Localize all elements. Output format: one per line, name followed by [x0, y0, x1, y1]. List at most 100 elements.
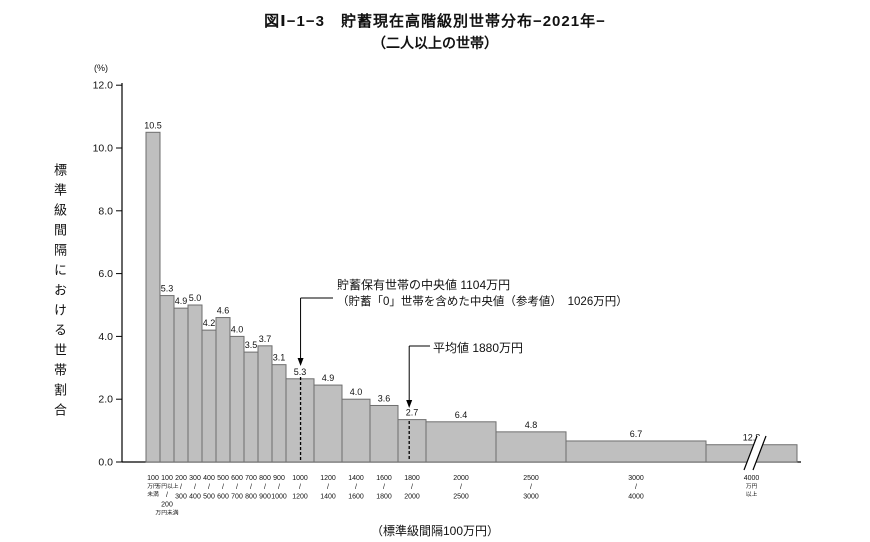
- x-tick-label: 300: [175, 493, 187, 500]
- x-tick-label: /: [299, 484, 301, 491]
- bar: [243, 351, 259, 463]
- x-tick-label: 800: [259, 475, 271, 482]
- x-tick-label: /: [383, 484, 385, 491]
- x-axis-note: （標準級間隔100万円）: [370, 524, 500, 538]
- bar-value-label: 4.9: [175, 296, 188, 306]
- x-tick-label: 万円未満: [155, 508, 178, 516]
- x-tick-label: 4000: [628, 493, 644, 500]
- x-tick-label: /: [222, 484, 224, 491]
- x-tick-label: 500: [203, 493, 215, 500]
- y-axis-unit-label: (%): [94, 63, 108, 73]
- x-tick-label: 1800: [404, 475, 420, 482]
- x-tick-label: 900: [273, 475, 285, 482]
- bar-value-label: 4.0: [231, 324, 244, 334]
- x-tick-label: 1000: [271, 493, 287, 500]
- bar: [173, 307, 189, 463]
- bar: [215, 317, 231, 463]
- x-tick-label: /: [208, 484, 210, 491]
- x-tick-label: 万円以上: [155, 482, 178, 490]
- x-tick-label: 700: [231, 493, 243, 500]
- axis-break-mark: [752, 435, 767, 471]
- bar-value-label: 5.0: [189, 293, 202, 303]
- x-tick-label: 100: [147, 475, 159, 482]
- bar-value-label: 5.3: [294, 367, 307, 377]
- x-tick-label: /: [411, 484, 413, 491]
- bar-value-label: 3.6: [378, 393, 391, 403]
- bar: [187, 304, 203, 463]
- y-tick-label: 0.0: [98, 457, 113, 469]
- bar-value-label: 4.8: [525, 420, 538, 430]
- x-tick-label: 1400: [320, 493, 336, 500]
- x-tick-label: 200: [175, 475, 187, 482]
- bar: [565, 440, 707, 463]
- x-tick-label: /: [635, 484, 637, 491]
- x-tick-label: 700: [245, 475, 257, 482]
- chart-subtitle: （二人以上の世帯）: [372, 35, 498, 51]
- mean-arrowhead: [406, 400, 413, 408]
- bar-value-label: 6.4: [455, 410, 468, 420]
- x-tick-label: 1800: [376, 493, 392, 500]
- bar: [201, 329, 217, 463]
- bar: [369, 404, 399, 463]
- x-tick-label: /: [264, 484, 266, 491]
- x-tick-label: 600: [217, 493, 229, 500]
- x-tick-label: 2500: [523, 475, 539, 482]
- x-tick-label: 1600: [348, 493, 364, 500]
- bar-value-label: 3.1: [273, 353, 286, 363]
- bar: [425, 421, 497, 463]
- x-tick-label: /: [355, 484, 357, 491]
- x-tick-label: /: [327, 484, 329, 491]
- x-tick-label: 3000: [628, 475, 644, 482]
- x-tick-label: /: [166, 492, 168, 499]
- x-tick-label: 2000: [453, 475, 469, 482]
- x-tick-label: 2500: [453, 493, 469, 500]
- x-tick-label: 400: [189, 493, 201, 500]
- y-tick-label: 4.0: [98, 331, 113, 343]
- x-tick-label: 万円: [746, 483, 758, 490]
- median-annotation-line2: （貯蓄「0」世帯を含めた中央値（参考値） 1026万円）: [337, 296, 628, 308]
- x-tick-label: 100: [161, 475, 173, 482]
- x-tick-label: 以上: [746, 490, 758, 498]
- y-tick-label: 10.0: [93, 143, 114, 155]
- bar: [397, 419, 427, 463]
- bar-value-label: 4.9: [322, 373, 335, 383]
- x-tick-label: 800: [245, 493, 257, 500]
- x-tick-label: 500: [217, 475, 229, 482]
- x-tick-label: 1400: [348, 475, 364, 482]
- bar-value-label: 3.7: [259, 334, 272, 344]
- x-tick-label: /: [278, 484, 280, 491]
- bar-value-label: 2.7: [406, 408, 419, 418]
- x-tick-label: 1600: [376, 475, 392, 482]
- y-tick-label: 2.0: [98, 394, 113, 406]
- bar: [271, 364, 287, 463]
- x-tick-label: 3000: [523, 493, 539, 500]
- bar-value-label: 3.5: [245, 340, 258, 350]
- median-annotation-line1: 貯蓄保有世帯の中央値 1104万円: [337, 278, 511, 292]
- bar-value-label: 6.7: [630, 429, 643, 439]
- axis-break-mark: [743, 435, 758, 471]
- bar: [341, 398, 371, 463]
- bar: [495, 431, 567, 463]
- x-tick-label: 200: [161, 501, 173, 508]
- axis-break-gap: [744, 436, 766, 470]
- bar-value-label: 10.5: [144, 120, 162, 130]
- y-tick-label: 8.0: [98, 205, 113, 217]
- bar-value-label: 4.0: [350, 387, 363, 397]
- y-tick-label: 6.0: [98, 268, 113, 280]
- x-tick-label: /: [194, 484, 196, 491]
- x-tick-label: /: [236, 484, 238, 491]
- x-tick-label: /: [460, 484, 462, 491]
- x-tick-label: 1000: [292, 475, 308, 482]
- x-tick-label: 300: [189, 475, 201, 482]
- x-tick-label: /: [250, 484, 252, 491]
- x-tick-label: 4000: [744, 475, 760, 482]
- x-tick-label: 未満: [147, 490, 159, 498]
- bar: [313, 384, 343, 463]
- x-tick-label: /: [180, 484, 182, 491]
- x-tick-label: 万円: [147, 483, 159, 490]
- bar-value-label: 12.8: [743, 433, 761, 443]
- bar: [145, 131, 161, 463]
- bar-value-label: 5.3: [161, 284, 174, 294]
